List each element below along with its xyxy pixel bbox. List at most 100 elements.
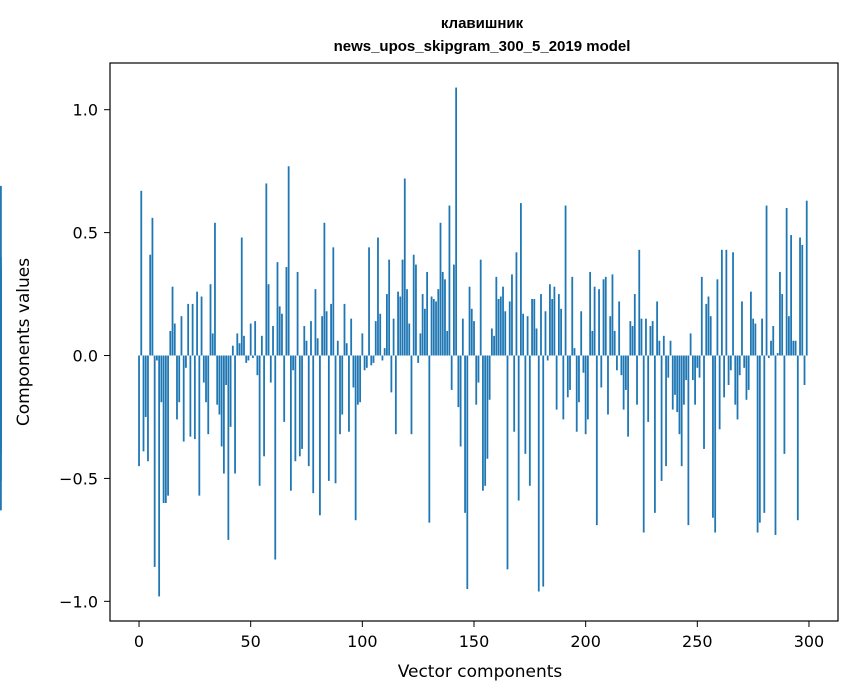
y-axis: −1.0 −0.5 0.0 0.5 1.0 bbox=[59, 101, 110, 611]
bar bbox=[758, 355, 761, 523]
bar bbox=[662, 335, 665, 356]
bar bbox=[589, 271, 592, 356]
bar bbox=[649, 326, 652, 356]
bar bbox=[629, 321, 632, 356]
bar bbox=[223, 355, 225, 474]
bar bbox=[468, 286, 471, 356]
bar bbox=[685, 355, 688, 381]
bar bbox=[285, 267, 288, 356]
bar bbox=[305, 340, 308, 356]
bar bbox=[779, 271, 781, 356]
bar bbox=[647, 355, 650, 422]
bar bbox=[234, 355, 236, 474]
bar bbox=[310, 321, 312, 356]
bar bbox=[611, 274, 614, 356]
bar bbox=[540, 294, 542, 356]
bar bbox=[319, 355, 321, 516]
bar bbox=[386, 294, 388, 356]
bar bbox=[794, 340, 797, 356]
bar bbox=[260, 335, 263, 356]
bar bbox=[265, 183, 268, 356]
bar bbox=[754, 323, 757, 356]
bar bbox=[327, 355, 330, 481]
bar bbox=[616, 355, 618, 371]
chart-subtitle: news_upos_skipgram_300_5_2019 model bbox=[334, 38, 631, 55]
bar bbox=[566, 355, 569, 398]
bar bbox=[493, 335, 495, 356]
bar bbox=[691, 355, 694, 381]
bar bbox=[712, 355, 714, 518]
bar bbox=[189, 355, 192, 437]
bar bbox=[307, 355, 310, 467]
bar bbox=[761, 318, 763, 356]
bar bbox=[716, 279, 719, 356]
bar bbox=[513, 355, 516, 432]
bar bbox=[645, 318, 647, 356]
bar bbox=[609, 316, 612, 356]
bar bbox=[372, 355, 375, 363]
bar bbox=[450, 355, 453, 390]
bar bbox=[359, 355, 362, 403]
bar bbox=[236, 333, 239, 356]
bar bbox=[624, 355, 627, 390]
bar bbox=[752, 318, 755, 356]
bar bbox=[665, 355, 667, 467]
bar bbox=[258, 355, 261, 486]
bar bbox=[267, 284, 270, 356]
bar bbox=[381, 355, 384, 361]
bar bbox=[627, 355, 629, 437]
bar bbox=[584, 355, 587, 435]
bar bbox=[394, 355, 397, 435]
bar bbox=[741, 301, 743, 356]
bar bbox=[578, 355, 580, 403]
bar bbox=[444, 279, 446, 356]
bar bbox=[600, 355, 603, 388]
bar bbox=[732, 252, 734, 356]
bar bbox=[689, 333, 692, 356]
bar bbox=[406, 289, 408, 356]
bar bbox=[229, 355, 232, 427]
bar bbox=[461, 318, 464, 356]
bar bbox=[745, 355, 748, 400]
bar bbox=[622, 355, 625, 410]
bar bbox=[415, 264, 417, 356]
x-tick-label: 300 bbox=[794, 632, 825, 651]
bar bbox=[178, 355, 181, 403]
bar bbox=[674, 355, 676, 395]
bar bbox=[770, 340, 772, 356]
bar bbox=[365, 355, 368, 368]
bar bbox=[678, 355, 681, 435]
bar bbox=[158, 355, 161, 597]
bar bbox=[292, 355, 295, 371]
bar bbox=[283, 355, 286, 422]
bar bbox=[502, 286, 504, 356]
bar bbox=[595, 355, 598, 526]
bar bbox=[575, 355, 578, 432]
bar bbox=[504, 311, 507, 356]
bar bbox=[437, 289, 440, 356]
bar bbox=[193, 355, 196, 440]
bar bbox=[736, 355, 739, 420]
bar bbox=[314, 289, 317, 356]
bar bbox=[263, 355, 265, 457]
bar bbox=[727, 355, 730, 386]
bar bbox=[289, 355, 292, 491]
bar bbox=[466, 355, 469, 590]
bar bbox=[482, 355, 484, 491]
bar bbox=[410, 355, 413, 435]
bar bbox=[573, 348, 576, 356]
bar bbox=[680, 355, 683, 467]
bar bbox=[370, 355, 373, 366]
bar bbox=[696, 355, 699, 368]
bar bbox=[350, 318, 353, 356]
bar bbox=[477, 355, 480, 383]
bar bbox=[694, 355, 696, 405]
bar bbox=[388, 259, 391, 356]
bar bbox=[591, 330, 594, 356]
bar bbox=[341, 355, 344, 415]
chart-title: клавишник bbox=[441, 15, 524, 32]
bar bbox=[564, 205, 567, 356]
bar bbox=[765, 205, 768, 356]
bar bbox=[156, 355, 158, 361]
bar bbox=[537, 355, 540, 592]
